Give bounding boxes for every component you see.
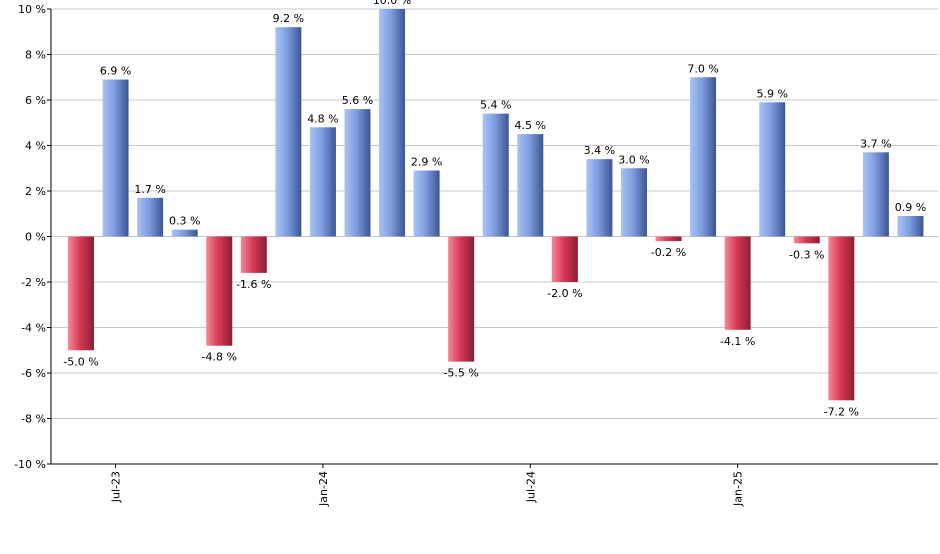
bar xyxy=(482,113,509,237)
data-label: -2.0 % xyxy=(547,287,582,300)
x-tick-label: Jul-23 xyxy=(110,471,123,503)
bar xyxy=(586,159,613,237)
data-label: 3.4 % xyxy=(584,144,615,157)
bar xyxy=(171,229,198,237)
bar xyxy=(137,197,164,237)
data-label: -4.8 % xyxy=(202,351,237,364)
data-label: -1.6 % xyxy=(236,278,271,291)
bar xyxy=(862,152,889,237)
y-tick-label: 4 % xyxy=(25,140,46,153)
y-tick-label: 6 % xyxy=(25,94,46,107)
y-tick-label: 2 % xyxy=(25,185,46,198)
x-tick-label: Jan-24 xyxy=(317,471,330,507)
axes xyxy=(50,9,938,465)
data-label: 2.9 % xyxy=(411,156,442,169)
bar xyxy=(551,236,578,282)
bar xyxy=(517,134,544,237)
bar xyxy=(690,77,717,237)
data-label: 6.9 % xyxy=(100,65,131,78)
bar xyxy=(309,127,336,237)
bar xyxy=(344,109,371,237)
data-label: 1.7 % xyxy=(134,183,165,196)
bars xyxy=(68,9,924,401)
data-label: 0.9 % xyxy=(895,201,926,214)
bar xyxy=(102,79,129,237)
data-label: 5.6 % xyxy=(342,94,373,107)
bar xyxy=(793,236,820,244)
data-label: 7.0 % xyxy=(687,62,718,75)
bar xyxy=(759,102,786,237)
data-label: 0.3 % xyxy=(169,215,200,228)
data-label: -5.0 % xyxy=(63,355,98,368)
y-tick-label: 8 % xyxy=(25,49,46,62)
bar xyxy=(240,236,267,273)
bar xyxy=(724,236,751,330)
data-label: -4.1 % xyxy=(720,335,755,348)
y-tick-label: -2 % xyxy=(21,276,46,289)
bar xyxy=(413,170,440,237)
y-tick-label: 0 % xyxy=(25,231,46,244)
data-label: 3.0 % xyxy=(618,153,649,166)
bar xyxy=(620,168,647,237)
bar xyxy=(655,236,682,242)
bar xyxy=(206,236,233,346)
bar xyxy=(68,236,94,351)
x-tick-label: Jan-25 xyxy=(732,471,745,507)
data-label: -0.3 % xyxy=(789,248,824,261)
y-tick-label: -8 % xyxy=(21,413,46,426)
y-axis-ticks: -10 % -8 % -6 % -4 % -2 % 0 % 2 % 4 % 6 % 8 % 10 % xyxy=(14,3,51,471)
x-tick-label: Jul-24 xyxy=(524,471,537,503)
y-tick-label: -6 % xyxy=(21,367,46,380)
y-tick-label: -10 % xyxy=(14,458,46,471)
data-label: -5.5 % xyxy=(443,367,478,380)
data-label: 9.2 % xyxy=(273,12,304,25)
data-label: 10.0 % xyxy=(373,0,411,7)
bar xyxy=(275,27,302,237)
bar xyxy=(448,236,475,362)
y-tick-label: 10 % xyxy=(18,3,46,16)
data-label: -0.2 % xyxy=(651,246,686,259)
bar xyxy=(379,9,406,237)
data-label: 5.9 % xyxy=(756,87,787,100)
data-label: 5.4 % xyxy=(480,99,511,112)
bar xyxy=(828,236,855,401)
x-axis-ticks: Jul-23 Jan-24 Jul-24 Jan-25 xyxy=(110,464,745,507)
y-tick-label: -4 % xyxy=(21,322,46,335)
bar xyxy=(897,216,924,237)
data-label: 3.7 % xyxy=(860,137,891,150)
data-label: 4.5 % xyxy=(515,119,546,132)
data-labels: -5.0 % 6.9 % 1.7 % 0.3 % -4.8 % -1.6 % 9.2 % 4.… xyxy=(63,0,926,418)
data-label: -7.2 % xyxy=(824,405,859,418)
data-label: 4.8 % xyxy=(307,112,338,125)
